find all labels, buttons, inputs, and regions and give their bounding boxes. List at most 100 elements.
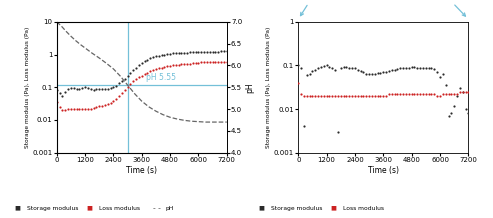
Point	[328, 94, 336, 98]
Point	[220, 60, 228, 63]
Point	[322, 94, 330, 98]
Point	[430, 67, 438, 71]
Point	[95, 105, 103, 108]
Point	[399, 92, 407, 96]
Point	[362, 72, 370, 75]
Point	[433, 94, 441, 98]
Point	[194, 50, 202, 54]
Point	[371, 72, 379, 75]
Point	[177, 51, 185, 54]
Point	[53, 88, 61, 91]
Point	[132, 66, 140, 69]
Point	[75, 107, 83, 111]
Point	[357, 69, 365, 73]
Point	[70, 87, 77, 90]
Point	[223, 49, 231, 53]
Point	[155, 54, 163, 57]
Point	[427, 92, 435, 96]
Point	[109, 85, 117, 89]
Point	[223, 60, 231, 63]
Point	[402, 66, 410, 70]
Text: ■: ■	[86, 206, 92, 211]
Point	[56, 92, 64, 95]
Point	[374, 71, 382, 74]
Point	[337, 94, 345, 98]
Text: Storage modulus: Storage modulus	[271, 206, 322, 211]
Point	[121, 88, 129, 91]
Point	[200, 61, 208, 64]
Point	[430, 92, 438, 96]
Point	[138, 74, 146, 77]
Point	[78, 86, 86, 90]
Point	[312, 94, 319, 98]
Point	[427, 66, 435, 70]
Point	[408, 66, 416, 69]
Point	[331, 68, 339, 71]
Point	[399, 67, 407, 70]
Point	[67, 86, 75, 90]
Point	[175, 63, 182, 66]
Point	[382, 70, 390, 73]
Point	[143, 58, 151, 61]
Point	[413, 66, 421, 70]
Point	[314, 94, 322, 98]
Point	[464, 90, 472, 93]
Point	[177, 63, 185, 66]
Point	[450, 92, 458, 96]
Point	[337, 67, 345, 70]
Point	[172, 63, 179, 67]
Point	[385, 92, 393, 96]
Point	[53, 100, 61, 104]
Point	[306, 94, 314, 98]
Point	[442, 83, 450, 87]
Point	[450, 104, 458, 107]
Point	[124, 85, 132, 88]
Point	[81, 86, 89, 89]
Point	[424, 92, 433, 96]
Point	[158, 66, 166, 69]
Point	[90, 88, 98, 91]
Point	[95, 87, 103, 91]
Point	[453, 94, 461, 98]
Point	[371, 94, 379, 98]
Point	[126, 71, 134, 75]
Point	[458, 90, 466, 93]
Point	[461, 107, 469, 111]
Point	[163, 64, 171, 68]
Point	[442, 92, 450, 96]
Point	[334, 94, 342, 98]
Point	[141, 72, 148, 76]
Point	[368, 72, 376, 75]
Point	[422, 67, 430, 70]
Point	[388, 68, 396, 72]
Point	[343, 66, 351, 69]
Point	[72, 107, 80, 111]
Point	[180, 62, 188, 66]
Point	[194, 61, 202, 65]
Point	[186, 51, 194, 54]
Point	[458, 90, 466, 93]
X-axis label: Time (s): Time (s)	[126, 165, 157, 175]
Point	[166, 64, 174, 67]
Point	[314, 67, 322, 70]
Point	[348, 67, 356, 70]
Point	[419, 67, 427, 70]
Point	[183, 62, 191, 66]
Point	[343, 94, 351, 98]
Point	[56, 105, 64, 109]
Point	[169, 52, 177, 55]
Point	[464, 111, 472, 115]
Point	[390, 92, 398, 96]
Point	[58, 108, 66, 112]
Point	[160, 53, 168, 56]
Point	[424, 67, 433, 70]
Point	[297, 67, 305, 70]
Point	[374, 94, 382, 98]
Point	[351, 94, 359, 98]
Point	[309, 69, 317, 73]
Point	[197, 50, 205, 54]
Point	[64, 107, 72, 111]
Point	[186, 62, 194, 65]
Point	[158, 53, 166, 57]
Point	[354, 68, 362, 71]
